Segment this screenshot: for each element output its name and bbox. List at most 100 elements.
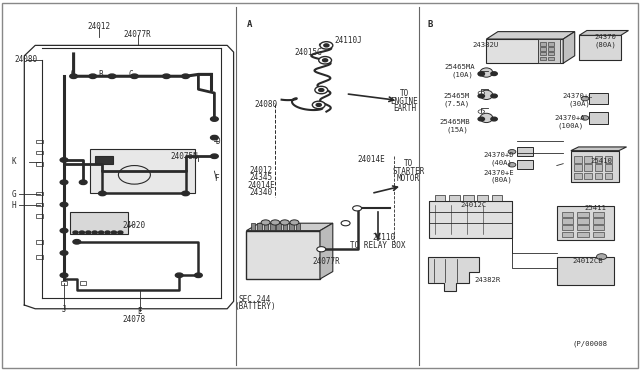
Bar — [548, 42, 554, 46]
Circle shape — [478, 94, 484, 98]
Text: MOTOR: MOTOR — [397, 174, 420, 183]
Text: (BATTERY): (BATTERY) — [234, 302, 276, 311]
Text: 24370+D: 24370+D — [484, 153, 515, 158]
Bar — [548, 52, 554, 55]
Circle shape — [108, 74, 116, 78]
Bar — [463, 195, 474, 201]
Text: A: A — [246, 20, 252, 29]
Bar — [562, 232, 573, 237]
Text: F: F — [214, 174, 219, 183]
Text: (100A): (100A) — [557, 122, 584, 129]
Circle shape — [478, 110, 484, 113]
Circle shape — [319, 57, 332, 64]
Bar — [270, 223, 275, 230]
Text: 24012: 24012 — [250, 166, 273, 175]
Ellipse shape — [480, 90, 493, 99]
Text: (40A): (40A) — [491, 160, 513, 166]
Text: TO RELAY BOX: TO RELAY BOX — [350, 241, 405, 250]
Text: 24110J: 24110J — [335, 36, 363, 45]
Polygon shape — [320, 223, 333, 279]
Circle shape — [320, 42, 333, 49]
Bar — [486, 39, 563, 63]
Bar — [477, 195, 488, 201]
Circle shape — [60, 202, 68, 207]
Bar — [574, 173, 582, 179]
Bar — [574, 156, 582, 163]
Circle shape — [261, 220, 270, 225]
Text: (7.5A): (7.5A) — [444, 100, 470, 107]
Circle shape — [478, 117, 484, 121]
Text: C: C — [129, 70, 134, 79]
Bar — [593, 225, 604, 230]
Circle shape — [581, 96, 589, 101]
Circle shape — [70, 74, 77, 78]
Circle shape — [316, 103, 321, 106]
Text: (15A): (15A) — [446, 126, 468, 133]
Bar — [571, 151, 619, 182]
Bar — [540, 47, 546, 51]
Circle shape — [312, 101, 325, 109]
Circle shape — [99, 191, 106, 196]
Circle shape — [163, 74, 170, 78]
Text: 24110: 24110 — [372, 233, 396, 242]
Circle shape — [195, 273, 202, 278]
Circle shape — [92, 231, 97, 234]
Circle shape — [182, 74, 189, 78]
Circle shape — [60, 273, 68, 278]
Text: 24078: 24078 — [123, 315, 146, 324]
Circle shape — [315, 86, 328, 94]
Circle shape — [60, 251, 68, 255]
Bar — [548, 47, 554, 51]
Bar — [90, 149, 195, 193]
Circle shape — [131, 74, 138, 78]
Bar — [36, 214, 43, 218]
Bar — [548, 57, 554, 60]
Circle shape — [60, 158, 68, 162]
Circle shape — [118, 231, 123, 234]
Circle shape — [290, 220, 299, 225]
Text: K: K — [12, 157, 17, 166]
Text: 24077R: 24077R — [124, 30, 152, 39]
Text: 24012CB: 24012CB — [572, 258, 603, 264]
Bar — [283, 223, 287, 230]
Bar — [589, 112, 608, 124]
Bar — [540, 52, 546, 55]
Bar — [296, 223, 300, 230]
Bar — [605, 164, 612, 171]
Circle shape — [280, 220, 289, 225]
Circle shape — [211, 154, 218, 158]
Bar — [584, 156, 592, 163]
Text: 24382U: 24382U — [472, 42, 499, 48]
Bar — [562, 212, 573, 217]
Circle shape — [89, 74, 97, 78]
Circle shape — [60, 228, 68, 233]
Text: 24014E: 24014E — [247, 181, 275, 190]
Bar — [577, 218, 589, 224]
Circle shape — [175, 273, 183, 278]
Circle shape — [211, 117, 218, 121]
Bar — [593, 218, 604, 224]
Text: 24080: 24080 — [254, 100, 277, 109]
Polygon shape — [246, 223, 333, 231]
Circle shape — [60, 180, 68, 185]
Bar — [251, 223, 255, 230]
Circle shape — [317, 247, 326, 252]
Bar — [289, 223, 294, 230]
Text: 24340: 24340 — [250, 188, 273, 197]
Circle shape — [596, 254, 607, 260]
Text: 24370+E: 24370+E — [484, 170, 515, 176]
Text: 24075N: 24075N — [170, 153, 198, 161]
Bar — [595, 156, 602, 163]
Text: 24080: 24080 — [14, 55, 37, 64]
Circle shape — [491, 72, 497, 76]
Text: A: A — [69, 70, 74, 79]
Text: E: E — [137, 307, 142, 316]
Text: TO: TO — [404, 159, 413, 168]
Circle shape — [79, 180, 87, 185]
Bar — [577, 225, 589, 230]
Text: (80A): (80A) — [491, 177, 513, 183]
Bar — [36, 151, 43, 154]
Bar — [36, 192, 43, 195]
Text: SEC.244: SEC.244 — [239, 295, 271, 304]
Circle shape — [86, 231, 91, 234]
